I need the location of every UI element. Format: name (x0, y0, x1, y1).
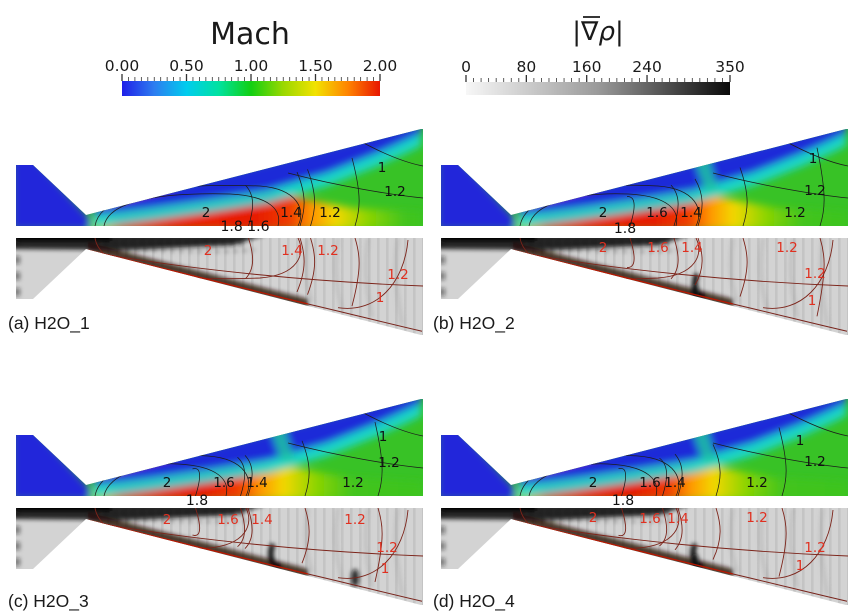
mach-colorbar-tick-label: 0.50 (169, 57, 204, 75)
mach-colorbar-tick-label: 1.00 (234, 57, 269, 75)
schlieren-contour-label: 2 (599, 240, 608, 256)
mach-contour-label: 1.2 (784, 205, 805, 221)
mach-contour-label: 2 (599, 205, 608, 221)
schlieren-contour-label: 1.2 (804, 266, 825, 282)
schlieren-contour-label: 1.6 (639, 511, 660, 527)
grad-rho-colorbar: |∇ρ| 0 80 160 240 350 (461, 16, 745, 95)
schlieren-contour-label: 1.2 (776, 240, 797, 256)
schlieren-contour-label: 1.6 (217, 512, 238, 528)
panel-b: 2 1.6 1.4 1.2 1.2 1 1.8 2 1.6 1.4 1.2 1.2 1 (b) H2O_2 (433, 129, 848, 335)
panel-caption: (d) H2O_4 (433, 591, 515, 612)
schlieren-contour-label: 2 (589, 510, 598, 526)
mach-contour-label: 2 (163, 475, 172, 491)
mach-contour-label: 1.2 (804, 183, 825, 199)
schlieren-contour-label: 1.2 (387, 267, 408, 283)
grad-rho-colorbar-gradient-bar (466, 82, 730, 95)
grad-rho-colorbar-tick-label: 240 (632, 58, 662, 76)
schlieren-contour-label: 2 (163, 512, 172, 528)
mach-contour-label: 1.4 (680, 205, 701, 221)
schlieren-contour-lines (87, 508, 423, 602)
schlieren-contour-label: 1 (808, 293, 817, 309)
grad-rho-colorbar-tick-label: 0 (461, 58, 471, 76)
grad-rho-colorbar-tick-label: 160 (572, 58, 602, 76)
mach-colorbar-tick-label: 2.00 (363, 57, 398, 75)
mach-contour-label-mid: 1.8 (186, 493, 208, 509)
schlieren-contour-label: 1.4 (251, 512, 272, 528)
mach-contour-label: 1.2 (342, 475, 363, 491)
panel-d: 2 1.6 1.4 1.21.211.82 1.6 1.4 1.21.21(d) H2O_4 (433, 399, 848, 612)
mach-contour-label: 1.4 (246, 475, 267, 491)
panel-caption: (b) H2O_2 (433, 313, 515, 334)
colorbars-header: Mach 0.00 0.50 1.00 1.50 2.00 |∇ρ| 0 80 160 240 350 (105, 16, 745, 96)
schlieren-contour-label: 1.2 (317, 243, 338, 259)
grad-rho-colorbar-tick-label: 350 (715, 58, 745, 76)
mach-colorbar-tick-label: 0.00 (105, 57, 140, 75)
schlieren-contour-label: 1 (796, 558, 805, 574)
schlieren-contour-label: 1 (381, 561, 390, 577)
schlieren-contour-label: 1.2 (746, 510, 767, 526)
schlieren-contour-label: 1.4 (667, 511, 688, 527)
mach-contour-label: 1.6 (213, 475, 234, 491)
mach-contour-label: 1 (379, 429, 388, 445)
mach-contour-label-mid: 1.8 (612, 493, 634, 509)
mach-contour-label-mid: 1.8 1.6 (221, 219, 270, 235)
mach-contour-label: 1 (796, 433, 805, 449)
schlieren-contour-label: 2 (204, 243, 213, 259)
grad-rho-colorbar-tick-label: 80 (516, 58, 536, 76)
mach-contour-label: 1.6 (639, 475, 660, 491)
mach-colorbar-tick-label: 1.50 (298, 57, 333, 75)
mach-contour-label: 2 (202, 205, 211, 221)
schlieren-contour-label: 1.2 (344, 512, 365, 528)
mach-colorbar: Mach 0.00 0.50 1.00 1.50 2.00 (105, 17, 398, 96)
panel-a: 2 1.4 1.21.211.8 1.62 1.4 1.21.21(a) H2O_1 (8, 129, 423, 335)
mach-contour-label: 1 (378, 160, 387, 176)
mach-contour-label: 1.2 (378, 455, 399, 471)
schlieren-contour-label: 1.2 (376, 540, 397, 556)
mach-contour-label-mid: 1.8 (614, 221, 636, 237)
mach-colorbar-title: Mach (210, 17, 290, 52)
mach-contour-label: 1.2 (319, 205, 340, 221)
mach-contour-label: 1.4 (664, 475, 685, 491)
mach-contour-label: 1.2 (804, 454, 825, 470)
schlieren-contour-label: 1 (376, 290, 385, 306)
panel-caption: (a) H2O_1 (8, 313, 90, 334)
schlieren-contour-label: 1.2 (804, 540, 825, 556)
mach-colorbar-gradient-bar (122, 81, 380, 96)
mach-contour-label: 1.2 (384, 184, 405, 200)
mach-contour-map (16, 129, 423, 226)
schlieren-contour-label: 1.6 (647, 240, 668, 256)
mach-contour-label: 1.4 (280, 205, 301, 221)
schlieren-contour-label: 1.4 (681, 240, 702, 256)
mach-contour-label: 1.6 (646, 205, 667, 221)
grad-rho-colorbar-title: |∇ρ| (572, 17, 623, 47)
mach-contour-label: 2 (589, 475, 598, 491)
panel-caption: (c) H2O_3 (8, 591, 89, 612)
panel-c: 2 1.6 1.4 1.2 1.2 1 1.8 2 1.6 1.4 1.2 1.2 1 (c) H2O_3 (8, 399, 423, 612)
mach-contour-label: 1.2 (746, 475, 767, 491)
schlieren-contour-label: 1.4 (281, 243, 302, 259)
mach-contour-label: 1 (809, 151, 818, 167)
schlieren-contour-lines (512, 238, 848, 332)
